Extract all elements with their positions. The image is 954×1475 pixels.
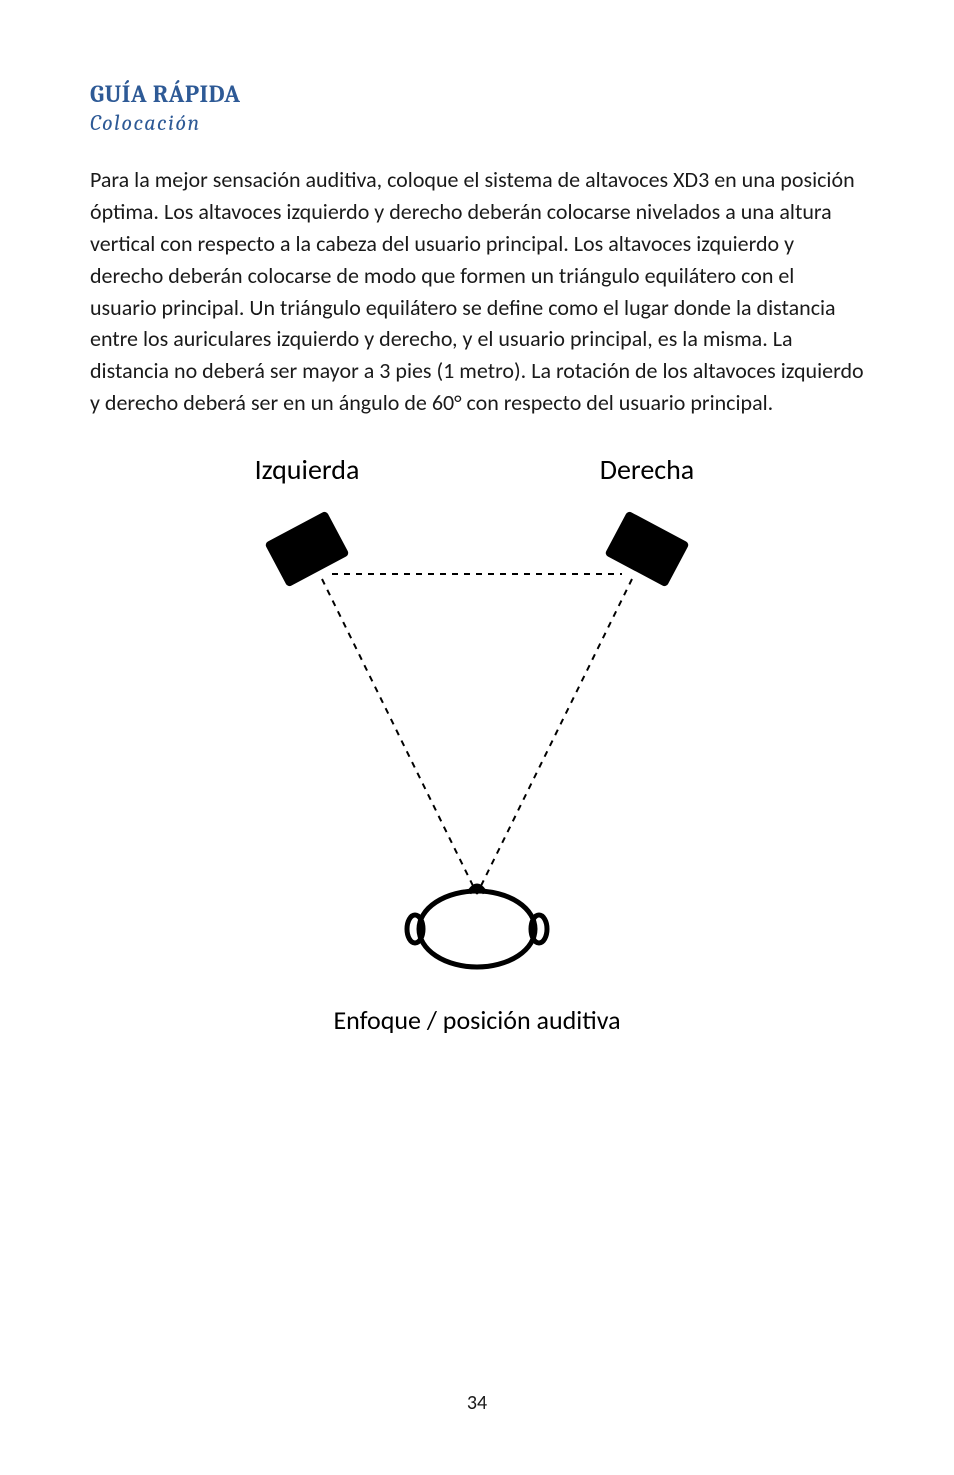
triangle-right-edge <box>477 579 632 894</box>
diagram-label-right: Derecha <box>600 452 694 487</box>
section-subtitle: Colocación <box>90 110 864 136</box>
triangle-left-edge <box>322 579 477 894</box>
body-paragraph: Para la mejor sensación auditiva, coloqu… <box>90 164 864 419</box>
speaker-right-icon <box>604 511 689 588</box>
placement-diagram: Izquierda Derecha Enfoque / posición aud… <box>90 439 864 1059</box>
listener-head-icon <box>407 886 547 967</box>
placement-diagram-svg: Izquierda Derecha Enfoque / posición aud… <box>157 439 797 1059</box>
page-number: 34 <box>0 1391 954 1415</box>
diagram-caption: Enfoque / posición auditiva <box>333 1004 620 1036</box>
section-title: GUÍA RÁPIDA <box>90 80 864 108</box>
diagram-label-left: Izquierda <box>255 452 360 487</box>
speaker-left-icon <box>264 511 349 588</box>
